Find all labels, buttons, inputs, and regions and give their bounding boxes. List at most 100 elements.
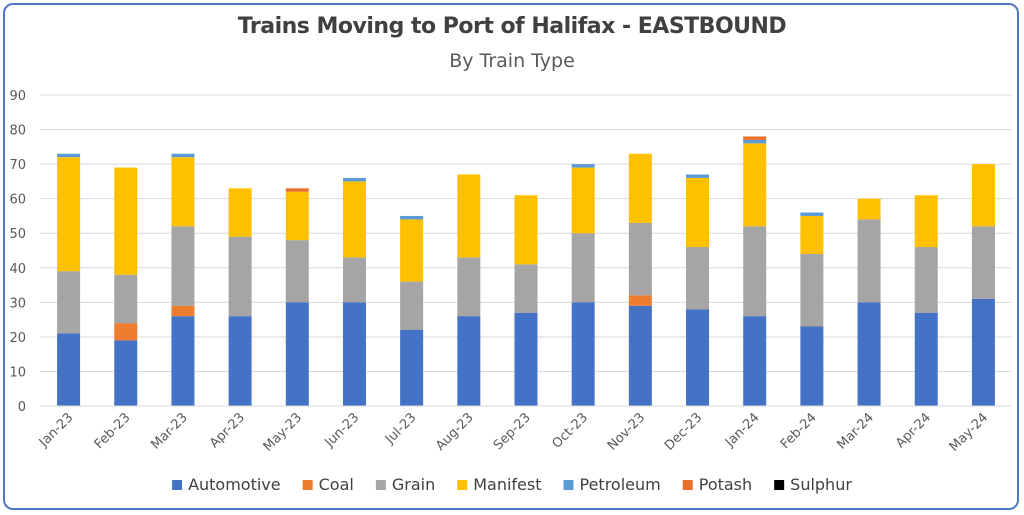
bar-segment-automotive: [971, 298, 995, 406]
bar-segment-automotive: [228, 316, 252, 406]
bar-segment-grain: [114, 274, 138, 324]
bar-segment-automotive: [514, 312, 538, 406]
bar-segment-potash: [743, 136, 767, 140]
x-tick-label: Feb-23: [92, 410, 134, 452]
legend-swatch: [375, 480, 386, 490]
x-tick-label: Apr-24: [893, 410, 934, 451]
bar-segment-grain: [342, 257, 366, 303]
chart-title: Trains Moving to Port of Halifax - EASTB…: [237, 14, 787, 39]
bar-segment-grain: [400, 281, 424, 330]
bar-segment-grain: [228, 236, 252, 317]
bar-segment-coal: [114, 323, 138, 341]
bar-segment-grain: [57, 271, 81, 334]
bar-segment-manifest: [686, 177, 710, 248]
bar-segment-manifest: [971, 164, 995, 227]
legend-label: Manifest: [473, 475, 541, 494]
bar-segment-petroleum: [171, 153, 195, 158]
legend-label: Grain: [392, 475, 435, 494]
legend-item-manifest: Manifest: [457, 475, 542, 494]
x-tick-label: Jan-23: [36, 410, 77, 451]
x-tick-label: Jul-23: [382, 410, 419, 447]
legend-label: Petroleum: [580, 475, 661, 494]
bar-segment-manifest: [171, 157, 195, 227]
bar-segment-automotive: [800, 326, 824, 406]
bar-segment-petroleum: [400, 215, 424, 220]
bar-segment-grain: [914, 247, 938, 313]
bar-segment-automotive: [400, 329, 424, 406]
x-tick-label: Oct-23: [549, 410, 591, 452]
bar-segment-manifest: [800, 215, 824, 254]
bar-segment-manifest: [514, 195, 538, 265]
bar-segment-manifest: [457, 174, 481, 258]
x-tick-label: May-24: [947, 410, 991, 454]
bar-segment-manifest: [857, 198, 881, 220]
x-tick-label: Mar-23: [148, 410, 190, 452]
bar-segment-petroleum: [342, 177, 366, 182]
y-tick-label: 40: [9, 262, 26, 277]
bar-segment-grain: [686, 247, 710, 310]
bar-segment-manifest: [743, 143, 767, 227]
bar-segment-automotive: [857, 302, 881, 406]
bar-segment-grain: [514, 264, 538, 313]
x-tick-label: Dec-23: [662, 410, 705, 453]
y-tick-label: 30: [9, 296, 26, 311]
x-tick-label: Sep-23: [491, 410, 534, 453]
y-tick-label: 70: [9, 158, 26, 173]
bar-segment-automotive: [285, 302, 309, 406]
legend-item-automotive: Automotive: [172, 475, 281, 494]
legend-label: Potash: [699, 475, 752, 494]
bar-segment-manifest: [400, 219, 424, 282]
legend-label: Automotive: [188, 475, 281, 494]
y-tick-label: 0: [18, 400, 26, 415]
legend-item-sulphur: Sulphur: [774, 475, 852, 494]
bar-segment-grain: [971, 226, 995, 299]
bar-segment-grain: [285, 240, 309, 303]
y-tick-label: 80: [9, 124, 26, 139]
legend-swatch: [563, 480, 574, 490]
x-tick-label: Jun-23: [322, 410, 363, 451]
bar-segment-grain: [171, 226, 195, 306]
legend-swatch: [172, 480, 183, 490]
bar-segment-manifest: [57, 157, 81, 272]
legend-swatch: [302, 480, 313, 490]
legend-item-petroleum: Petroleum: [563, 475, 661, 494]
legend-swatch: [457, 480, 468, 490]
bar-segment-automotive: [342, 302, 366, 406]
bar-segment-potash: [285, 188, 309, 192]
legend: Automotive Coal Grain Manifest Petroleum Pota…: [172, 475, 852, 494]
y-tick-label: 50: [9, 227, 26, 242]
bar-segment-automotive: [114, 340, 138, 406]
bar-segment-grain: [628, 222, 652, 296]
bar-segment-manifest: [628, 153, 652, 223]
y-axis: 0 10 20 30 40 50 60 70 80 90: [9, 89, 26, 415]
x-tick-label: Apr-23: [207, 410, 248, 451]
bar-segment-grain: [800, 253, 824, 327]
x-tick-label: May-23: [261, 410, 305, 454]
bar-segment-manifest: [571, 167, 595, 234]
bar-segment-automotive: [628, 305, 652, 406]
bar-segment-manifest: [228, 188, 252, 237]
bar-segment-automotive: [686, 309, 710, 406]
bar-segment-automotive: [57, 333, 81, 406]
bar-segment-manifest: [114, 167, 138, 275]
bar-segment-automotive: [571, 302, 595, 406]
legend-swatch: [682, 480, 693, 490]
bar-segment-coal: [171, 305, 195, 317]
legend-label: Coal: [319, 475, 354, 494]
legend-swatch: [774, 480, 785, 490]
bar-segment-automotive: [914, 312, 938, 406]
legend-item-potash: Potash: [682, 475, 752, 494]
bar-segment-manifest: [342, 181, 366, 258]
bar-segment-automotive: [171, 316, 195, 406]
bar-segment-petroleum: [800, 212, 824, 216]
bar-segment-petroleum: [57, 153, 81, 158]
y-tick-label: 60: [9, 193, 26, 208]
bar-segment-grain: [457, 257, 481, 317]
bar-segment-coal: [628, 295, 652, 306]
legend-item-grain: Grain: [375, 475, 435, 494]
bar-segment-automotive: [743, 316, 767, 406]
y-tick-label: 20: [9, 331, 26, 346]
bar-segment-grain: [571, 233, 595, 303]
legend-label: Sulphur: [790, 475, 852, 494]
